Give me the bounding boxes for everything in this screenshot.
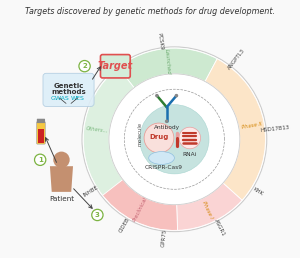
FancyBboxPatch shape — [37, 122, 45, 144]
Text: Patient: Patient — [49, 196, 74, 202]
Text: ASGR1: ASGR1 — [213, 218, 226, 237]
Text: Phase II: Phase II — [241, 122, 262, 130]
Circle shape — [175, 94, 178, 98]
Text: RNAi: RNAi — [183, 152, 197, 157]
Wedge shape — [100, 177, 178, 230]
Text: Preclinical: Preclinical — [132, 196, 148, 223]
Circle shape — [53, 152, 70, 168]
Text: CRISPR-Cas9: CRISPR-Cas9 — [145, 165, 183, 170]
Text: Phase I: Phase I — [201, 200, 214, 220]
Text: CIDEB: CIDEB — [119, 216, 131, 233]
Text: Target: Target — [98, 61, 133, 71]
FancyBboxPatch shape — [37, 119, 45, 123]
Text: Others...: Others... — [85, 126, 108, 134]
Text: INHBE: INHBE — [82, 185, 99, 198]
Text: methods: methods — [51, 89, 86, 95]
Text: GWAS: GWAS — [50, 95, 69, 101]
Circle shape — [34, 154, 46, 165]
Text: 2: 2 — [82, 63, 87, 69]
FancyBboxPatch shape — [43, 73, 94, 106]
Circle shape — [140, 105, 209, 174]
Text: Drug: Drug — [149, 134, 169, 140]
Text: Targets discovered by genetic methods for drug development.: Targets discovered by genetic methods fo… — [25, 7, 275, 16]
Text: molecule: molecule — [138, 122, 143, 146]
Text: ANGPTL3: ANGPTL3 — [227, 48, 247, 71]
Circle shape — [144, 123, 174, 153]
Wedge shape — [83, 68, 134, 195]
Circle shape — [82, 47, 267, 232]
Ellipse shape — [149, 152, 174, 164]
Polygon shape — [38, 129, 44, 143]
Wedge shape — [177, 183, 242, 230]
Wedge shape — [205, 59, 266, 200]
Circle shape — [109, 74, 240, 205]
Circle shape — [179, 127, 201, 149]
Text: KHK: KHK — [252, 187, 264, 197]
Circle shape — [92, 209, 103, 221]
Text: 1: 1 — [38, 157, 43, 163]
Text: 3: 3 — [95, 212, 100, 218]
Text: Launched: Launched — [164, 48, 171, 74]
Text: GPR75: GPR75 — [160, 228, 167, 247]
Wedge shape — [118, 48, 217, 88]
Text: PCSK9: PCSK9 — [157, 33, 164, 51]
Text: HSD17B13: HSD17B13 — [260, 125, 290, 133]
Text: Genetic: Genetic — [53, 83, 84, 89]
Polygon shape — [50, 166, 73, 192]
Circle shape — [165, 119, 169, 123]
Text: WES: WES — [70, 95, 84, 101]
FancyBboxPatch shape — [100, 55, 130, 78]
Circle shape — [155, 94, 159, 98]
Text: Antibody: Antibody — [154, 125, 180, 130]
Circle shape — [79, 60, 90, 72]
